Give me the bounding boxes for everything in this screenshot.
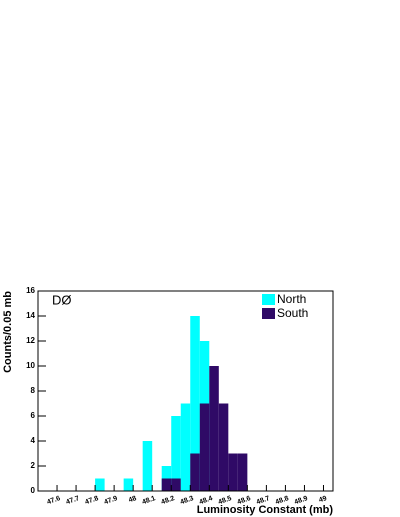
y-axis-title: Counts/0.05 mb — [2, 291, 14, 373]
y-tick-label: 2 — [31, 461, 36, 470]
x-axis-title: Luminosity Constant (mb) — [197, 504, 334, 516]
x-tick-label: 47.6 — [46, 495, 61, 506]
y-tick-label: 6 — [31, 411, 36, 420]
x-tick-label: 48.2 — [160, 495, 175, 506]
legend-label: South — [277, 306, 308, 320]
bar — [237, 453, 248, 491]
bar — [95, 478, 105, 491]
bar — [180, 403, 191, 491]
bar — [190, 316, 200, 491]
bar — [161, 478, 172, 491]
bar — [123, 478, 134, 491]
y-tick-label: 12 — [26, 336, 35, 345]
bar — [142, 441, 153, 491]
x-tick-label: 48.1 — [141, 495, 156, 506]
x-tick-label: 48.7 — [256, 495, 271, 506]
legend-swatch — [262, 308, 275, 319]
annotation: DØ — [52, 292, 72, 307]
x-tick-label: 47.8 — [84, 495, 99, 506]
x-tick-label: 48.8 — [275, 495, 290, 506]
y-tick-label: 4 — [31, 436, 36, 445]
legend-swatch — [262, 294, 275, 305]
x-tick-label: 47.7 — [65, 495, 80, 506]
bar — [199, 403, 210, 491]
bar — [171, 478, 181, 491]
legend-label: North — [277, 292, 306, 306]
x-tick-label: 48.9 — [294, 495, 309, 506]
bar — [190, 453, 200, 491]
x-tick-label: 48.4 — [198, 495, 213, 506]
x-tick-label: 47.9 — [103, 495, 118, 506]
bar — [209, 366, 219, 491]
x-tick-label: 48.6 — [236, 495, 251, 506]
y-tick-label: 10 — [26, 361, 35, 370]
y-tick-label: 14 — [26, 311, 35, 320]
y-tick-label: 16 — [26, 286, 35, 295]
bar — [171, 416, 181, 491]
bar — [228, 453, 238, 491]
x-tick-label: 48.3 — [179, 495, 194, 506]
y-tick-label: 0 — [31, 486, 36, 495]
x-tick-label: 48 — [128, 495, 138, 504]
y-tick-label: 8 — [31, 386, 36, 395]
x-tick-label: 48.5 — [217, 495, 232, 506]
bar — [218, 403, 229, 491]
x-tick-label: 49 — [318, 495, 328, 504]
